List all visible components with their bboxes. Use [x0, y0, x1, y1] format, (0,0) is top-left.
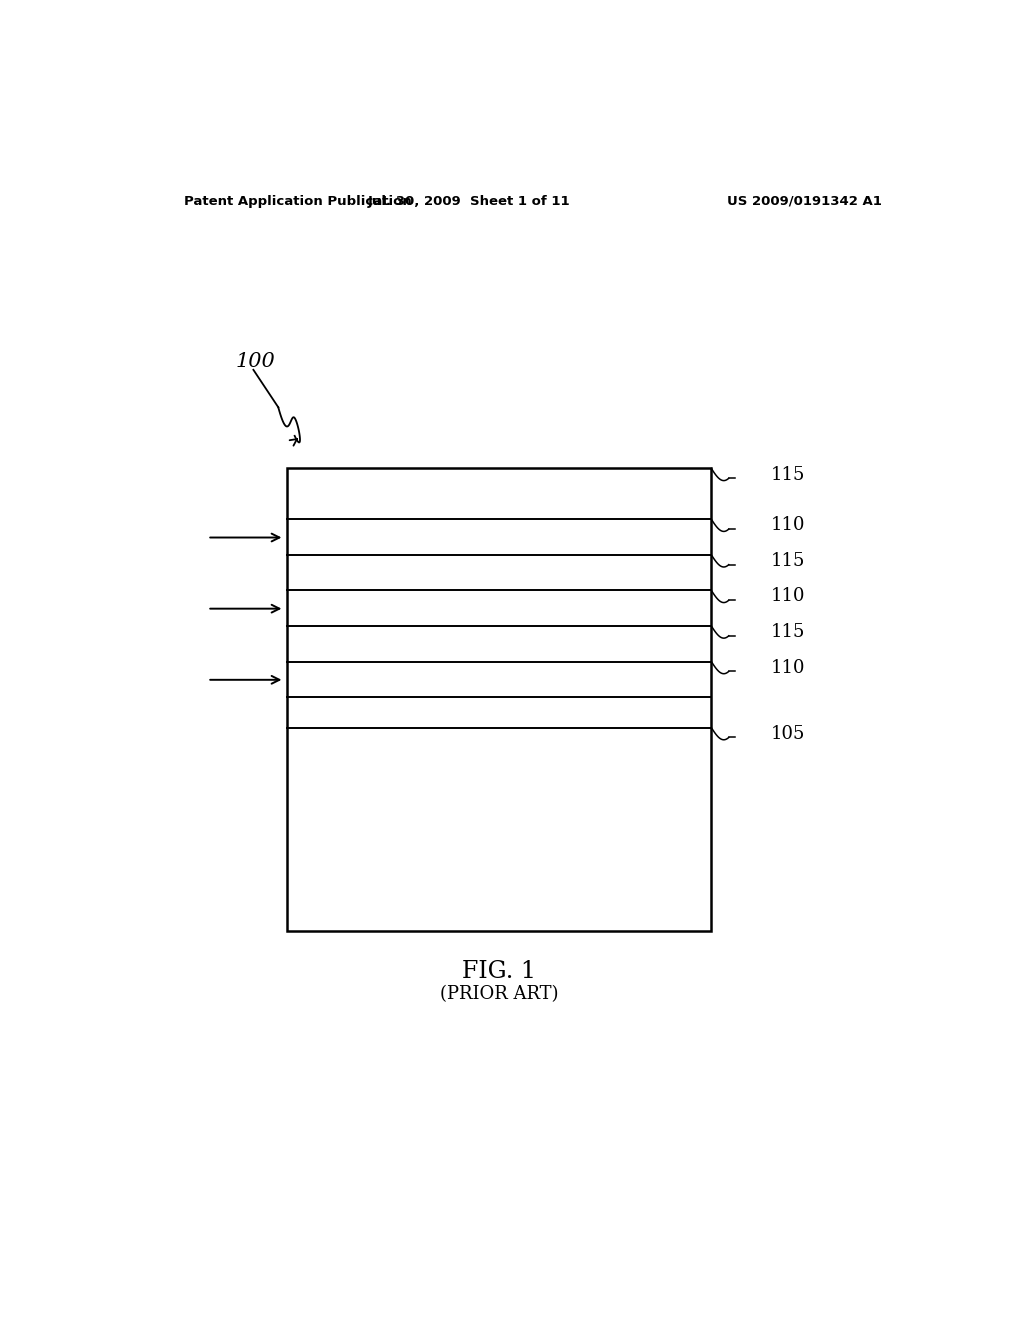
Text: 110: 110 [771, 516, 805, 535]
Text: US 2009/0191342 A1: US 2009/0191342 A1 [727, 194, 882, 207]
Text: 100: 100 [236, 352, 274, 371]
Text: 115: 115 [771, 466, 805, 483]
Text: 115: 115 [771, 552, 805, 570]
Text: 115: 115 [771, 623, 805, 642]
Text: 105: 105 [771, 725, 805, 743]
Text: 110: 110 [771, 587, 805, 606]
Text: FIG. 1: FIG. 1 [462, 960, 536, 983]
Bar [287, 469, 712, 931]
Text: Patent Application Publication: Patent Application Publication [183, 194, 412, 207]
Text: (PRIOR ART): (PRIOR ART) [439, 985, 558, 1003]
Text: Jul. 30, 2009  Sheet 1 of 11: Jul. 30, 2009 Sheet 1 of 11 [368, 194, 570, 207]
Text: 110: 110 [771, 659, 805, 677]
